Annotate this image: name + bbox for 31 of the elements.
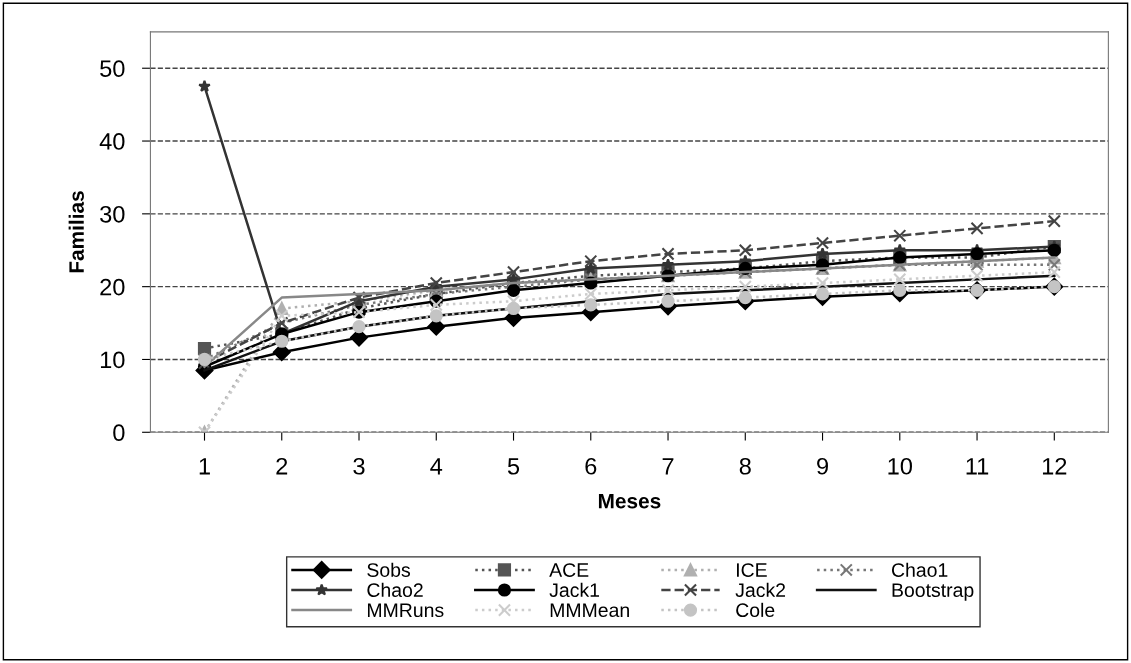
legend-label: Chao1	[891, 562, 948, 577]
y-tick-label: 20	[100, 278, 125, 296]
legend-label: ACE	[549, 563, 589, 577]
x-tick-label: 3	[353, 457, 365, 475]
x-tick-label: 4	[430, 458, 443, 475]
legend-label: Chao2	[367, 582, 423, 598]
x-axis-title: Meses	[598, 493, 661, 509]
x-tick-label: 10	[888, 457, 912, 475]
legend-label: Cole	[736, 602, 775, 618]
y-tick-label: 40	[99, 133, 125, 150]
y-axis-title: Familias	[68, 191, 84, 273]
y-tick-label: 10	[100, 351, 125, 369]
x-tick-label: 5	[507, 458, 520, 475]
x-tick-label: 7	[662, 458, 674, 475]
legend-label: MMMean	[550, 603, 629, 618]
x-tick-label: 11	[966, 458, 989, 475]
x-tick-label: 12	[1042, 457, 1067, 475]
x-tick-label: 1	[199, 458, 210, 475]
legend-label: Jack1	[549, 582, 600, 598]
y-tick-label: 50	[100, 60, 125, 78]
legend-label: ICE	[737, 563, 767, 577]
x-tick-label: 6	[585, 457, 597, 475]
legend-label: Jack2	[735, 582, 786, 598]
y-tick-label: 30	[100, 205, 125, 223]
legend-label: Sobs	[367, 562, 411, 577]
x-tick-label: 2	[276, 457, 288, 475]
legend-label: MMRuns	[367, 603, 444, 618]
x-tick-label: 8	[739, 457, 751, 475]
y-tick-label: 0	[113, 424, 125, 442]
legend-label: Bootstrap	[892, 583, 974, 601]
x-tick-label: 9	[817, 457, 828, 475]
